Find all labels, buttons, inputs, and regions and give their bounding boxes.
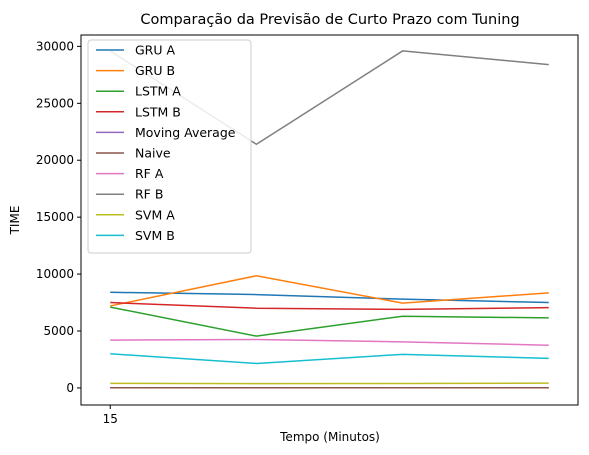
y-tick-label: 15000: [36, 210, 74, 224]
legend-items: GRU A GRU B LSTM A LSTM B Moving Average Naiv…: [96, 43, 236, 243]
legend-label: Naive: [135, 146, 171, 161]
series-line-3: [110, 306, 549, 337]
y-axis-title: TIME: [8, 206, 22, 236]
y-tick-label: 25000: [36, 96, 74, 110]
y-tick-label: 20000: [36, 153, 74, 167]
series-line-1: [110, 291, 549, 304]
legend-label: LSTM B: [135, 104, 181, 119]
series-line-4: [110, 301, 549, 311]
legend-label: RF B: [135, 187, 163, 202]
y-tick-label: 10000: [36, 267, 74, 281]
legend-label: LSTM A: [135, 84, 181, 99]
series-line-10: [110, 353, 549, 365]
series-line-2: [110, 275, 549, 307]
legend-label: SVM B: [135, 228, 175, 243]
plot-frame: [80, 34, 579, 406]
y-tick-label: 5000: [43, 324, 74, 338]
series-line-7: [110, 338, 549, 346]
legend-label: RF A: [135, 166, 164, 181]
legend-label: GRU B: [135, 63, 175, 78]
legend-box: [87, 39, 252, 254]
legend-label: GRU A: [135, 43, 175, 58]
x-tick-label: 15: [103, 412, 118, 426]
axis-ticks: 0 5000 10000 15000 20000 25000 30000 15: [36, 39, 118, 426]
plot-area: [109, 50, 549, 389]
legend-label: SVM A: [135, 207, 175, 222]
x-axis-title: Tempo (Minutos): [279, 430, 380, 444]
y-tick-label: 0: [66, 381, 74, 395]
chart-title: Comparação da Previsão de Curto Prazo co…: [140, 12, 519, 28]
legend-label: Moving Average: [135, 125, 236, 140]
y-tick-label: 30000: [36, 39, 74, 53]
legend: GRU A GRU B LSTM A LSTM B Moving Average Naiv…: [87, 39, 252, 254]
